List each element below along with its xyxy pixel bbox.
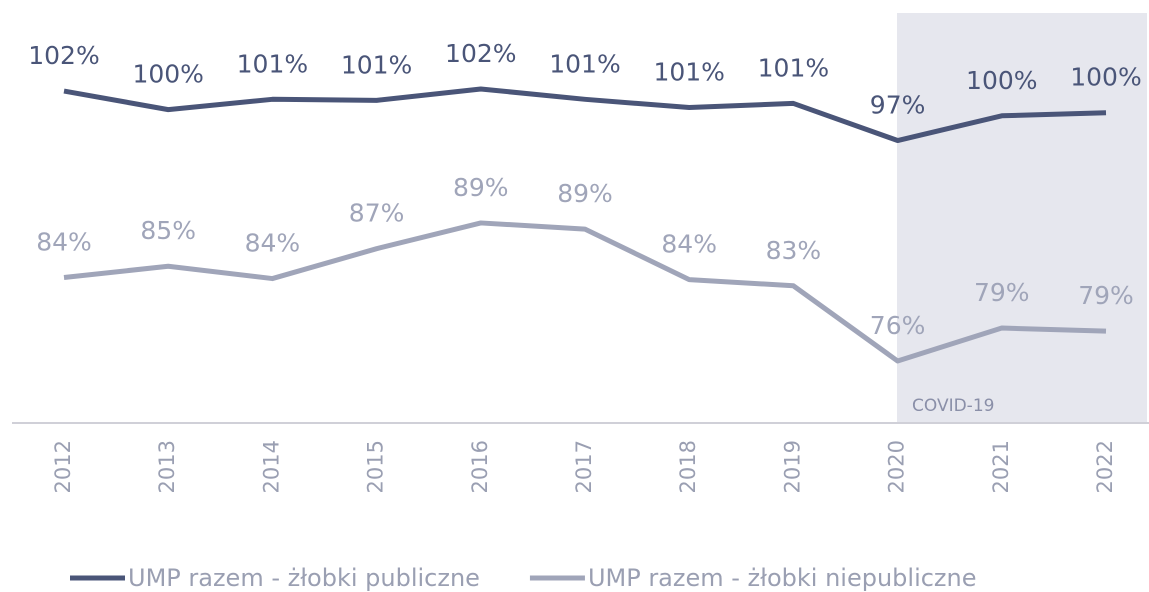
data-label: 89% xyxy=(557,179,613,208)
x-tick-label: 2015 xyxy=(364,440,388,493)
legend-label: UMP razem - żłobki niepubliczne xyxy=(588,564,977,592)
data-label: 102% xyxy=(445,39,516,68)
data-label: 84% xyxy=(36,228,92,257)
x-tick-label: 2019 xyxy=(780,440,804,493)
x-tick-label: 2012 xyxy=(51,440,75,493)
series-line xyxy=(63,220,1107,364)
data-label: 84% xyxy=(661,230,717,259)
legend-label: UMP razem - żłobki publiczne xyxy=(128,564,480,592)
x-tick-label: 2013 xyxy=(155,440,179,493)
data-label: 102% xyxy=(28,41,99,70)
x-tick-label: 2021 xyxy=(989,440,1013,493)
x-tick-label: 2017 xyxy=(572,440,596,493)
data-label: 89% xyxy=(453,173,509,202)
x-tick-label: 2022 xyxy=(1093,440,1117,493)
data-label: 85% xyxy=(140,216,196,245)
data-label: 87% xyxy=(349,199,405,228)
x-tick-label: 2018 xyxy=(676,440,700,493)
data-label: 100% xyxy=(966,66,1037,95)
data-label: 101% xyxy=(341,50,412,79)
x-tick-label: 2020 xyxy=(885,440,909,493)
data-label: 101% xyxy=(758,53,829,82)
data-label: 76% xyxy=(870,311,926,340)
x-tick-label: 2016 xyxy=(468,440,492,493)
x-tick-label: 2014 xyxy=(259,440,283,493)
data-label: 83% xyxy=(766,236,822,265)
data-label: 100% xyxy=(132,60,203,89)
series-line xyxy=(63,86,1107,144)
data-label: 97% xyxy=(870,91,926,120)
data-label: 101% xyxy=(237,49,308,78)
data-label: 79% xyxy=(1078,281,1134,310)
covid-shade xyxy=(897,13,1147,423)
data-label: 101% xyxy=(653,58,724,87)
data-label: 100% xyxy=(1070,63,1141,92)
data-label: 79% xyxy=(974,278,1030,307)
data-label: 84% xyxy=(245,229,301,258)
annotation: COVID-19 xyxy=(912,396,994,416)
data-label: 101% xyxy=(549,49,620,78)
